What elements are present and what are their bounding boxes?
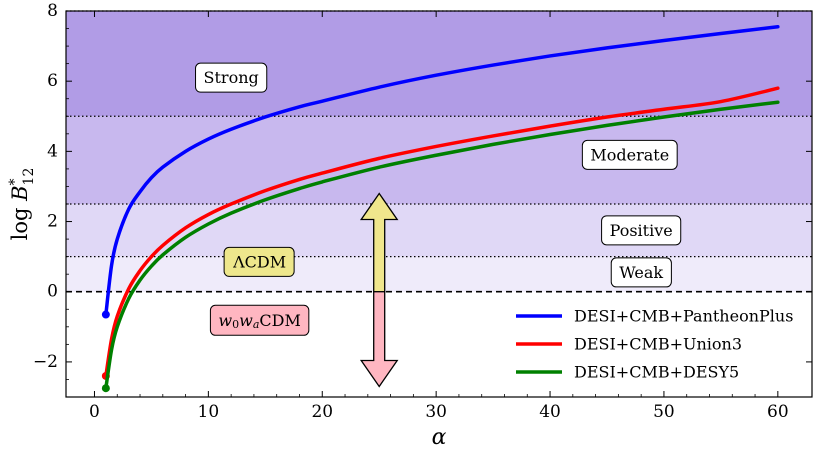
w0wa-part-sub2: a: [253, 317, 260, 330]
x-tick-label: 0: [89, 402, 100, 422]
lcdm-label-box: [223, 246, 295, 277]
x-tick-label: 20: [311, 402, 333, 422]
region-strong: [66, 11, 812, 117]
region-label-positive-text: Positive: [610, 221, 673, 240]
y-tick-label: −2: [33, 352, 58, 372]
y-label-sub: 12: [21, 168, 37, 186]
region-label-weak: Weak: [610, 257, 672, 288]
legend-entry-1: DESI+CMB+Union3: [574, 335, 742, 354]
y-label-sup: *: [7, 178, 23, 185]
y-tick-label: 8: [47, 1, 58, 21]
x-tick-label: 30: [425, 402, 447, 422]
region-label-positive: Positive: [601, 215, 682, 246]
region-labels: Weak Positive Moderate Strong: [195, 62, 682, 288]
w0wa-part-main1: w: [218, 310, 232, 329]
region-label-moderate: Moderate: [581, 139, 678, 170]
y-axis-label: log B*12: [7, 168, 37, 241]
region-weak: [66, 256, 812, 292]
y-tick-label: 0: [47, 282, 58, 302]
region-label-weak-text: Weak: [619, 263, 663, 282]
lcdm-label: ΛCDM: [223, 246, 295, 277]
lcdm-label-text: ΛCDM: [232, 252, 286, 271]
y-tick-label: 2: [47, 212, 58, 232]
region-label-strong: Strong: [195, 62, 268, 93]
region-label-moderate-text: Moderate: [590, 145, 669, 164]
legend: DESI+CMB+PantheonPlus DESI+CMB+Union3 DESI…: [516, 307, 793, 382]
region-label-weak-box: [610, 257, 672, 288]
y-label-b: B: [8, 185, 32, 201]
region-label-strong-text: Strong: [204, 68, 259, 87]
y-tick-label: 6: [47, 71, 58, 91]
legend-entry-0: DESI+CMB+PantheonPlus: [574, 307, 793, 326]
region-positive: [66, 204, 812, 257]
double-arrow: [359, 192, 399, 388]
y-axis-label-text: log B*12: [7, 168, 37, 241]
evidence-regions: [66, 11, 812, 292]
w0wa-label: w0waCDM: [209, 304, 310, 336]
y-tick-label: 4: [47, 141, 58, 161]
x-tick-label: 60: [767, 402, 789, 422]
region-label-moderate-box: [581, 139, 678, 170]
series-start-point-0: [101, 310, 110, 319]
arrow-down-half: [359, 291, 399, 388]
w0wa-label-text: w0waCDM: [218, 310, 300, 330]
series-lines: [101, 25, 780, 393]
x-tick-label: 40: [539, 402, 561, 422]
series-line-0: [104, 25, 780, 317]
series-line-2: [104, 100, 780, 390]
w0wa-part-main2: w: [239, 310, 253, 329]
x-tick-label: 50: [653, 402, 675, 422]
region-label-positive-box: [601, 215, 682, 246]
w0wa-part-sub1: 0: [232, 317, 239, 330]
x-tick-label: 10: [198, 402, 220, 422]
x-axis-label: α: [432, 425, 447, 450]
region-moderate: [66, 116, 812, 204]
series-line-1: [104, 86, 780, 378]
w0wa-part-tail: CDM: [259, 310, 300, 329]
series-start-point-2: [101, 384, 110, 393]
w0wa-label-box: [209, 304, 310, 336]
y-label-log: log: [8, 201, 32, 240]
legend-entry-2: DESI+CMB+DESY5: [574, 363, 739, 382]
axis-ticks: 0 10 20 30 40 50 60 −2 0 2 4 6 8: [33, 1, 812, 422]
region-label-strong-box: [195, 62, 268, 93]
